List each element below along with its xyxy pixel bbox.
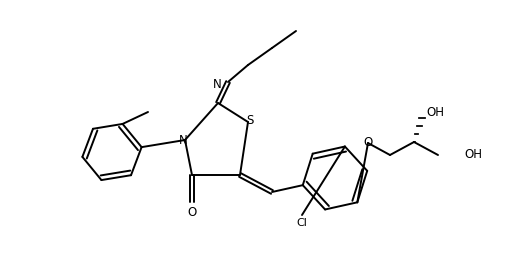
Text: S: S [246, 114, 254, 126]
Text: O: O [363, 135, 373, 149]
Text: O: O [187, 205, 197, 218]
Text: OH: OH [426, 105, 444, 119]
Text: N: N [179, 134, 187, 147]
Text: Cl: Cl [297, 218, 308, 228]
Text: OH: OH [464, 149, 482, 162]
Text: N: N [213, 78, 222, 91]
